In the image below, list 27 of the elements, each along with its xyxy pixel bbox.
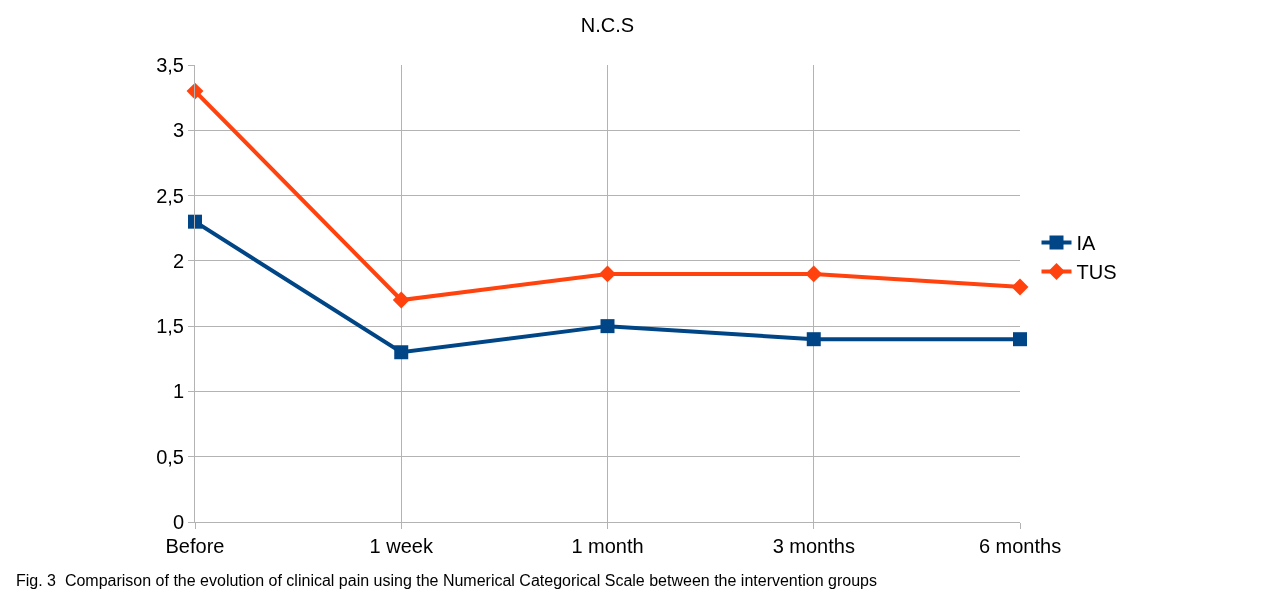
point (599, 265, 616, 283)
chart-title: N.C.S (580, 14, 635, 37)
x-tick-label: 3 months (772, 535, 855, 557)
x-tick-label: Before (165, 535, 225, 557)
point (600, 319, 615, 334)
x-tick-label: 6 months (978, 535, 1062, 557)
point (806, 332, 821, 347)
x-tick-label: 1 month (571, 535, 644, 557)
point (1011, 278, 1029, 296)
point (805, 265, 823, 283)
y-tick-label: 0 (172, 511, 184, 533)
point (186, 82, 204, 100)
point (188, 214, 202, 229)
legend-label: IA (1076, 232, 1097, 255)
y-tick-label: 1,5 (156, 315, 184, 338)
point (392, 291, 410, 309)
y-tick-label: 1 (172, 380, 184, 403)
x-tick-label: 1 week (369, 535, 434, 557)
y-tick-label: 2 (172, 249, 184, 272)
y-tick-label: 2,5 (156, 184, 184, 207)
legend-label: TUS (1076, 261, 1117, 284)
y-tick-label: 0,5 (156, 445, 184, 468)
caption: Fig. 3 Comparison of the evolution of clinical pain using the Numerical Categorical Scale between the intervention groups (16, 572, 877, 589)
y-tick-label: 3,5 (156, 54, 184, 76)
y-tick-label: 3 (172, 119, 184, 142)
point (394, 345, 409, 360)
point (1013, 332, 1027, 347)
